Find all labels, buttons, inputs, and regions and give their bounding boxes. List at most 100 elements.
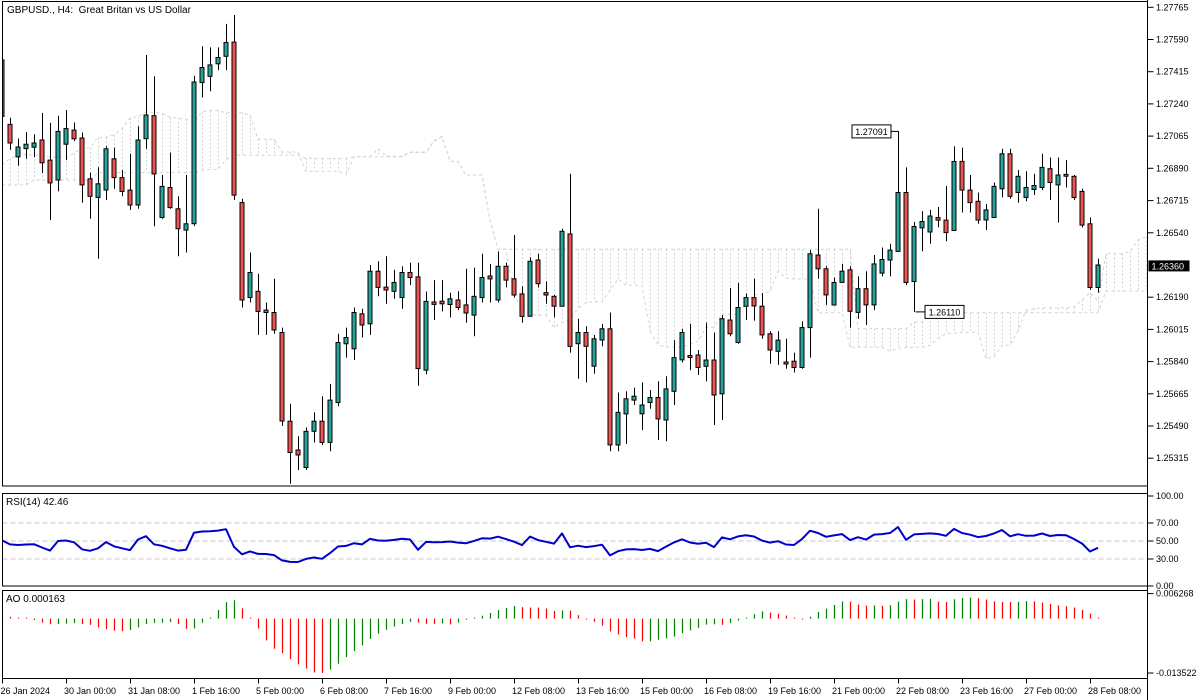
candle-bear (263, 309, 269, 314)
candle-bear (567, 233, 573, 347)
candle-bull (191, 81, 197, 225)
candle-bull (951, 161, 957, 231)
candle-bear (231, 41, 237, 196)
candle-bull (207, 64, 213, 77)
candle-bull (311, 420, 317, 432)
time-tick-label: 27 Feb 00:00 (1024, 686, 1077, 696)
candle-bull (343, 337, 349, 345)
candle-bull (159, 185, 165, 218)
candle-bull (63, 128, 69, 145)
candle-bear (295, 449, 301, 456)
candle-bear (407, 272, 413, 278)
candle-bull (871, 263, 877, 306)
time-tick-label: 1 Feb 16:00 (192, 686, 240, 696)
candle-bull (831, 282, 837, 306)
candle-bull (591, 338, 597, 367)
candle-bull (103, 148, 109, 191)
ao-panel[interactable]: AO 0.000163 0.006268 -0.013522 (2, 589, 1197, 679)
candle-bull (639, 404, 645, 415)
candle-bear (583, 332, 589, 347)
candle-bull (919, 221, 925, 229)
annotation-box[interactable] (851, 124, 892, 139)
candle-bull (775, 339, 781, 352)
time-tick-label: 5 Feb 00:00 (256, 686, 304, 696)
candle-bull (391, 282, 397, 292)
candle-bear (935, 217, 941, 221)
candle-bull (839, 270, 845, 283)
senkou-span-b (2, 136, 1146, 330)
candle-bull (423, 300, 429, 371)
candle-bull (479, 277, 485, 299)
candle-bear (279, 332, 285, 422)
candle-bull (991, 185, 997, 218)
candle-bear (711, 359, 717, 396)
time-axis[interactable]: 26 Jan 2024 30 Jan 00:00 31 Jan 08:00 1 Feb… (1, 678, 1142, 697)
price-tick-label: 1.26015 (1156, 324, 1189, 334)
candle-bear (271, 312, 277, 331)
candle-bear (431, 301, 437, 305)
candle-bear (71, 129, 77, 140)
candle-bear (415, 276, 421, 370)
candle-bull (399, 272, 405, 298)
time-tick-label: 21 Feb 00:00 (832, 686, 885, 696)
main-chart-panel[interactable]: 1.27091 1.26110 GBPUSD., H4: Great Britan… (0, 1, 1148, 487)
time-tick-label: 22 Feb 08:00 (896, 686, 949, 696)
candle-bear (823, 268, 829, 296)
price-tick-label: 1.26890 (1156, 163, 1189, 173)
candle-bear (943, 219, 949, 234)
candle-bull (327, 399, 333, 443)
candle-bear (287, 420, 293, 454)
rsi-panel[interactable]: RSI(14) 42.46 100.00 70.00 50.00 30.00 0.00 (2, 491, 1184, 591)
candle-bull (1095, 264, 1101, 288)
candlesticks (2, 15, 1101, 484)
candle-bull (983, 209, 989, 221)
candle-bear (439, 300, 445, 305)
price-tick-label: 1.25490 (1156, 421, 1189, 431)
candle-bear (695, 354, 701, 368)
candle-bull (735, 307, 741, 343)
candle-bear (127, 189, 133, 206)
candle-bear (503, 265, 509, 281)
time-tick-label: 23 Feb 16:00 (960, 686, 1013, 696)
candle-bear (1071, 175, 1077, 199)
price-tick-label: 1.27065 (1156, 131, 1189, 141)
chart-title: GBPUSD., H4: Great Britan vs US Dollar (7, 5, 192, 16)
candle-bull (223, 42, 229, 57)
candle-bear (975, 200, 981, 221)
candle-bear (119, 177, 125, 192)
time-tick-label: 28 Feb 08:00 (1088, 686, 1141, 696)
price-tick-label: 1.27415 (1156, 67, 1189, 77)
main-chart-border (2, 1, 1148, 487)
price-tick-label: 1.26715 (1156, 196, 1189, 206)
candle-bear (151, 115, 157, 175)
current-price-label: 1.26360 (1152, 261, 1185, 271)
rsi-scale-label: 30.00 (1156, 554, 1179, 564)
time-tick-label: 31 Jan 08:00 (128, 686, 180, 696)
candle-bear (167, 187, 173, 209)
candle-bull (879, 259, 885, 274)
price-annotations[interactable]: 1.27091 1.26110 (851, 124, 965, 319)
candle-bull (1015, 175, 1021, 194)
candle-bear (39, 139, 45, 164)
annotation-text: 1.27091 (855, 127, 888, 137)
rsi-plot (2, 522, 1147, 563)
candle-bull (199, 67, 205, 84)
price-tick-label: 1.27240 (1156, 99, 1189, 109)
candle-bull (1055, 174, 1061, 186)
candle-bull (895, 192, 901, 252)
time-tick-label: 6 Feb 08:00 (320, 686, 368, 696)
candle-bull (215, 57, 221, 65)
annotation-box[interactable] (924, 304, 965, 319)
candle-bull (183, 223, 189, 231)
candle-bull (1031, 185, 1037, 190)
candle-bull (719, 318, 725, 395)
rsi-line (2, 526, 1099, 563)
candle-bear (359, 313, 365, 326)
rsi-scale-label: 70.00 (1156, 518, 1179, 528)
candle-bull (647, 397, 653, 403)
price-axis[interactable]: 1.27765 1.27590 1.27415 1.27240 1.27065 1.268… (1147, 0, 1190, 700)
candle-bear (959, 160, 965, 191)
candle-bull (303, 430, 309, 468)
candle-bear (239, 202, 245, 301)
candle-bull (495, 265, 501, 301)
